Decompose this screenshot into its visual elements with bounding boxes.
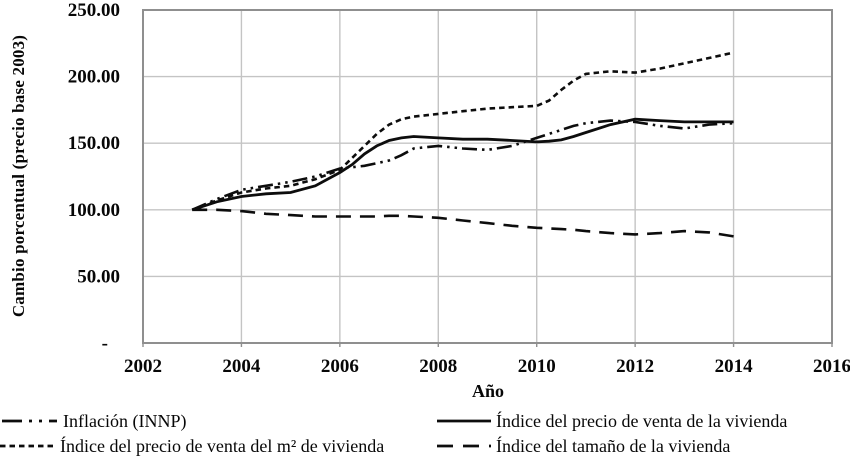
x-axis-title: Año — [472, 381, 504, 401]
data-series — [191, 51, 734, 238]
legend-item-precio-vivienda: Índice del precio de venta de la viviend… — [437, 410, 787, 431]
x-tick-label: 2016 — [813, 356, 850, 377]
y-tick-label: 50.00 — [77, 266, 120, 287]
y-axis-title: Cambio porcentual (precio base 2003) — [9, 35, 28, 317]
legend-item-tamano-vivienda: Índice del tamaño de la vivienda — [437, 435, 730, 456]
legend-label-inflacion: Inflación (INNP) — [63, 411, 186, 432]
legend-item-precio-m2: Índice del precio de venta del m² de viv… — [0, 435, 384, 456]
y-tick-label: 150.00 — [68, 133, 120, 154]
x-tick-label: 2006 — [321, 356, 359, 377]
legend-item-inflacion: Inflación (INNP) — [2, 411, 186, 432]
y-tick-label: - — [102, 333, 108, 354]
series-line-precio-vivienda — [191, 117, 734, 212]
x-tick-label: 2004 — [222, 356, 261, 377]
plot-border — [142, 9, 833, 344]
y-tick-label: 200.00 — [68, 67, 120, 88]
x-tick-label: 2012 — [616, 356, 654, 377]
series-line-inflacion — [191, 119, 734, 211]
legend-label-precio-vivienda: Índice del precio de venta de la viviend… — [496, 410, 787, 431]
legend-label-tamano-vivienda: Índice del tamaño de la vivienda — [496, 435, 730, 456]
series-line-tamano-vivienda — [192, 208, 734, 238]
x-tick-label: 2008 — [419, 356, 457, 377]
y-tick-label: 100.00 — [68, 200, 120, 221]
y-tick-label: 250.00 — [68, 0, 120, 21]
axis-tick-labels: 250.00 200.00 150.00 100.00 50.00 -2002 2004 20… — [68, 0, 850, 377]
x-tick-label: 2002 — [124, 356, 162, 377]
chart-legend: Inflación (INNP) Índice del precio de ven… — [0, 410, 787, 456]
x-tick-label: 2010 — [518, 356, 556, 377]
gridlines — [142, 9, 833, 347]
legend-label-precio-m2: Índice del precio de venta del m² de viv… — [60, 435, 384, 456]
series-line-precio-m2 — [191, 51, 734, 212]
x-tick-label: 2014 — [715, 356, 754, 377]
